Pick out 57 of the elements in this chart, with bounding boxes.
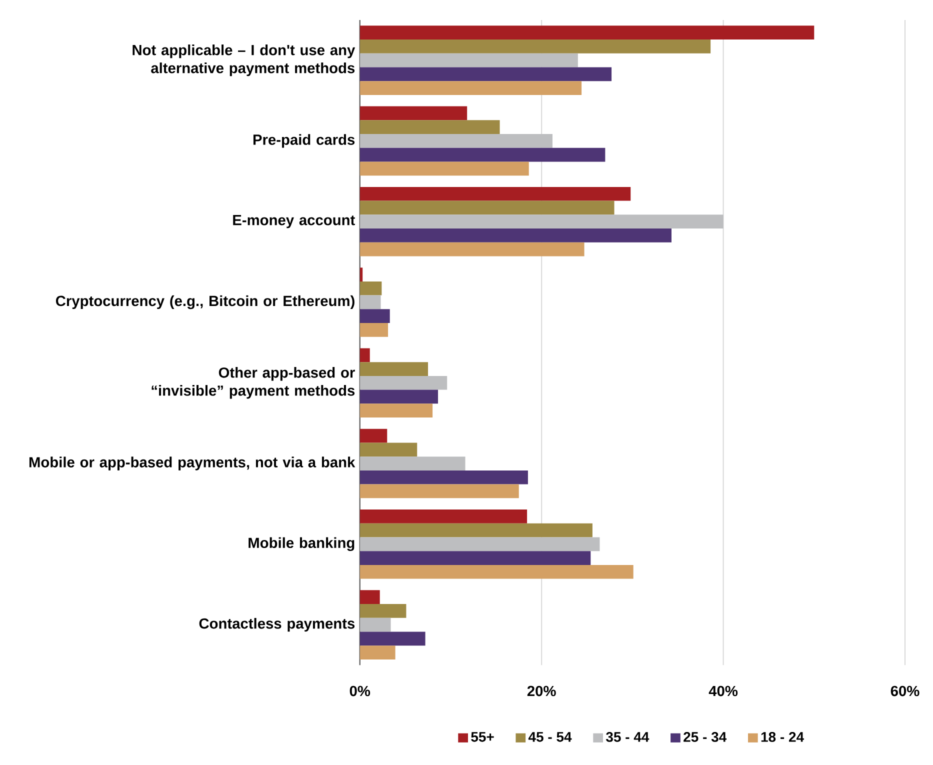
x-tick-label: 60% [890, 686, 920, 696]
bar [360, 404, 433, 418]
x-tick-label: 40% [708, 686, 738, 696]
bar [360, 186, 631, 201]
y-tick-label: Pre-paid cards [253, 134, 355, 148]
bar [360, 26, 814, 40]
x-tick-label: 20% [527, 686, 556, 696]
bar [360, 509, 528, 524]
bar [360, 632, 426, 646]
bar [360, 40, 711, 54]
bar [360, 348, 370, 362]
y-tick-label: Mobile or app-based payments, not via a bank [29, 456, 356, 470]
bar [360, 53, 578, 68]
bar [360, 281, 382, 296]
bar [360, 322, 388, 337]
bar [360, 148, 606, 162]
bar [360, 604, 406, 618]
bar [360, 268, 363, 282]
bar [360, 134, 552, 148]
bar [360, 309, 390, 323]
bar [360, 551, 591, 565]
bar [360, 376, 448, 390]
y-tick-label: Other app-based or “invisible” payment methods [152, 367, 355, 399]
bar [360, 81, 582, 95]
x-tick-label: 0% [350, 686, 370, 696]
bar [360, 484, 519, 498]
bar [360, 162, 529, 176]
legend-label: 18 - 24 [761, 732, 804, 742]
legend-label: 35 - 44 [606, 732, 650, 742]
y-tick-label: Not applicable – I don't use any alternative payment methods [132, 44, 356, 76]
bar [360, 295, 381, 310]
bar [360, 120, 500, 134]
bar [360, 442, 418, 457]
bar [360, 537, 600, 552]
legend-label: 45 - 54 [528, 732, 572, 742]
legend-label: 25 - 34 [684, 732, 727, 742]
y-tick-label: E-money account [233, 215, 355, 228]
bar [360, 456, 466, 470]
bar [360, 214, 724, 228]
bar [360, 67, 612, 82]
bar [360, 618, 391, 632]
bar [360, 390, 438, 404]
bar [360, 228, 672, 242]
bar [360, 470, 528, 484]
y-tick-label: Mobile banking [248, 537, 354, 551]
bar [360, 362, 428, 376]
bar [360, 200, 614, 215]
y-tick-label: Cryptocurrency (e.g., Bitcoin or Ethereum) [56, 295, 354, 310]
bar [360, 428, 388, 443]
y-tick-label: Contactless payments [199, 618, 355, 632]
bar [360, 590, 380, 604]
bar [360, 523, 592, 538]
bar [360, 242, 584, 256]
bar [360, 106, 468, 120]
bar [360, 646, 396, 660]
bar [360, 564, 634, 579]
legend-label: 55+ [471, 732, 494, 742]
